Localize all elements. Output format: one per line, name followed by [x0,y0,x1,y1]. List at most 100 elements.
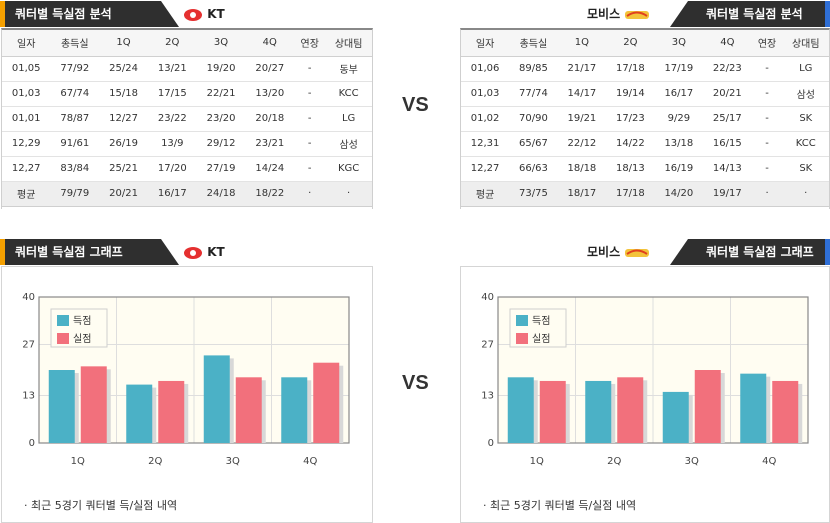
table-cell: 13/9 [147,131,197,157]
bar-conceded [772,380,799,443]
table-row: 12,31 65/67 22/12 14/22 13/18 16/15- KCC [461,131,829,157]
bar-scored [507,377,534,443]
table-cell: 19/20 [196,56,246,82]
kt-logo-icon [184,8,202,21]
bar-scored [203,355,230,443]
right-team-label: 모비스 [587,1,650,27]
legend-label: 실점 [532,333,550,345]
table-cell: 18/13 [606,156,655,182]
x-tick-label: 1Q [530,456,544,467]
table-cell: KCC [782,131,829,157]
table-cell: - [751,156,783,182]
legend-label: 득점 [73,315,91,327]
table-cell: 17/15 [147,81,197,107]
table-cell: 17/18 [606,181,655,207]
table-row: 01,06 89/85 21/17 17/18 17/19 22/23- LG [461,56,829,82]
right-table-header: 모비스 쿼터별 득실점 분석 [580,1,830,27]
table-cell: - [751,106,783,132]
table-cell: 01,05 [2,56,51,82]
left-stats-table: 일자 총득실 1Q 2Q 3Q 4Q 연장 상대팀 01,05 77/92 25/24 13/21 1… [2,30,372,207]
table-row: 01,01 78/87 12/27 23/22 23/20 20/18- LG [2,106,372,132]
table-cell: - [294,81,326,107]
table-cell: 01,02 [461,106,510,132]
kt-logo-icon [184,246,202,259]
table-cell: 22/21 [196,81,246,107]
table-cell: SK [782,156,829,182]
table-cell: LG [325,106,372,132]
table-cell: 22/12 [557,131,607,157]
header-notch [670,239,696,265]
table-cell: · [294,181,326,207]
table-row: 01,03 77/74 14/17 19/14 16/17 20/21- 삼성 [461,81,829,107]
y-tick-label: 27 [22,339,35,350]
table-cell: 27/19 [196,156,246,182]
left-chart-note: · 최근 5경기 쿼터별 득/실점 내역 [24,499,178,512]
table-cell: 20/27 [245,56,295,82]
legend-swatch [57,315,69,326]
table-cell: 25/24 [99,56,148,82]
table-row: 01,02 70/90 19/21 17/23 9/29 25/17- SK [461,106,829,132]
table-row: 12,27 83/84 25/21 17/20 27/19 14/24- KGC [2,156,372,182]
table-row: 12,29 91/61 26/19 13/9 29/12 23/21- 삼성 [2,131,372,157]
table-cell: 91/61 [50,131,100,157]
legend-swatch [57,333,69,344]
y-tick-label: 0 [488,438,494,449]
left-stats-table-wrap: 일자 총득실 1Q 2Q 3Q 4Q 연장 상대팀 01,05 77/92 25/24 13/21 1… [1,28,373,209]
table-cell: 12,27 [461,156,510,182]
x-tick-label: 4Q [303,456,317,467]
table-cell: LG [782,56,829,82]
vs-label-bottom: VS [402,372,429,394]
column-header: 3Q [654,30,704,57]
table-cell: · [325,181,372,207]
table-cell: · [782,181,829,207]
table-cell: 77/92 [50,56,100,82]
table-cell: 16/15 [703,131,752,157]
right-stats-table-wrap: 일자 총득실 1Q 2Q 3Q 4Q 연장 상대팀 01,06 89/85 21/17 17/18 1… [460,28,830,209]
y-tick-label: 27 [481,339,494,350]
y-tick-label: 13 [22,391,35,402]
bar-conceded [539,380,566,443]
table-cell: 18/17 [557,181,607,207]
table-cell: 12,27 [2,156,51,182]
table-cell: 89/85 [509,56,558,82]
bar-conceded [694,370,721,443]
table-cell: 21/17 [557,56,607,82]
x-tick-label: 1Q [71,456,85,467]
y-tick-label: 40 [481,292,494,303]
table-cell: 01,03 [461,81,510,107]
right-team-name: 모비스 [587,7,621,21]
right-graph-accent [825,239,830,265]
table-cell: 17/18 [606,56,655,82]
table-row: 12,27 66/63 18/18 18/13 16/19 14/13- SK [461,156,829,182]
table-cell: 01,06 [461,56,510,82]
table-cell: 16/17 [654,81,704,107]
table-cell: 17/20 [147,156,197,182]
table-header-row: 일자 총득실 1Q 2Q 3Q 4Q 연장 상대팀 [2,30,372,57]
mobis-logo-icon [625,248,650,257]
table-cell: KCC [325,81,372,107]
table-cell: - [294,131,326,157]
left-graph-accent [0,239,5,265]
x-tick-label: 4Q [762,456,776,467]
plot-frame [38,296,350,444]
table-cell: 동부 [325,56,372,82]
table-cell: 23/21 [245,131,295,157]
table-cell: · [751,181,783,207]
y-tick-label: 13 [481,391,494,402]
left-graph-header: 쿼터별 득실점 그래프 KT [0,239,240,265]
table-cell: 12/27 [99,106,148,132]
right-table-title: 쿼터별 득실점 분석 [696,1,825,27]
table-row: 01,03 67/74 15/18 17/15 22/21 13/20- KCC [2,81,372,107]
legend-swatch [516,333,528,344]
table-cell: 13/21 [147,56,197,82]
table-cell: 19/14 [606,81,655,107]
table-cell: 17/23 [606,106,655,132]
bar-scored [281,377,308,443]
table-cell: 14/20 [654,181,704,207]
column-header: 총득실 [509,30,558,57]
column-header: 상대팀 [325,30,372,57]
average-row: 평균 79/79 20/21 16/17 24/18 18/22 · · [2,181,372,207]
right-graph-header: 모비스 쿼터별 득실점 그래프 [580,239,830,265]
left-table-header: 쿼터별 득실점 분석 KT [0,1,240,27]
